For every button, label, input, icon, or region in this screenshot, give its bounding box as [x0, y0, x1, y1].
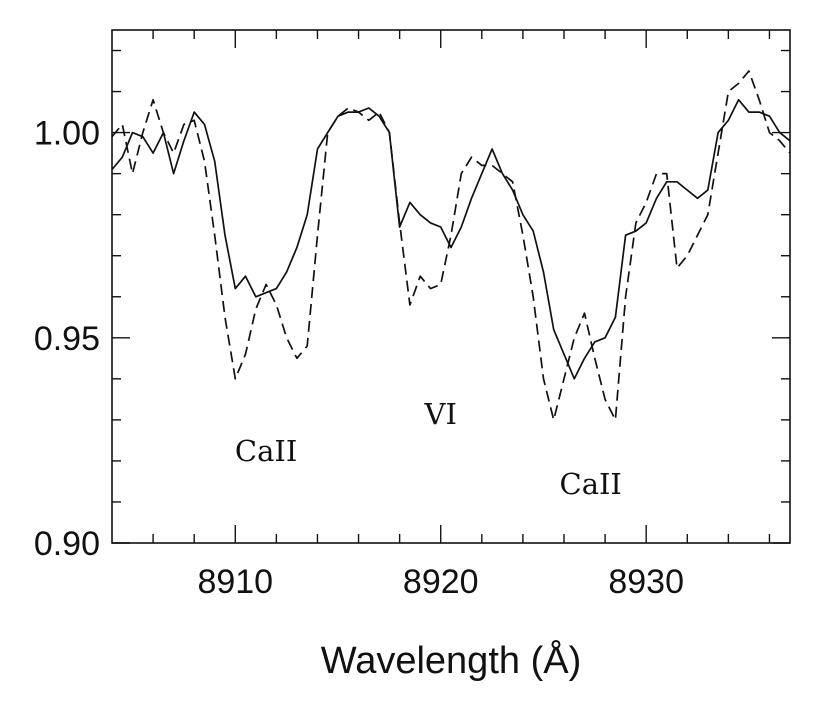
x-tick-label: 8930 — [608, 563, 684, 601]
x-axis-title: Wavelength (Å) — [321, 638, 581, 682]
series-line-dashed — [111, 70, 791, 421]
y-tick-label: 1.00 — [34, 115, 100, 153]
plot-frame — [111, 29, 791, 544]
x-tick-label: 8910 — [197, 563, 273, 601]
line-annotation: CaII — [235, 434, 297, 468]
major-ticks — [112, 30, 790, 544]
labels-layer: 8910 8920 8930 0.90 0.95 1.00 Wavelength (Å) Ca… — [34, 115, 684, 682]
minor-ticks — [112, 30, 790, 543]
y-tick-label: 0.95 — [34, 320, 100, 358]
y-tick-label: 0.90 — [34, 525, 100, 563]
series-line-solid — [111, 98, 791, 380]
x-tick-label: 8920 — [403, 563, 479, 601]
series-layer — [111, 70, 791, 421]
line-annotation: VI — [424, 397, 457, 431]
line-annotation: CaII — [560, 467, 622, 501]
